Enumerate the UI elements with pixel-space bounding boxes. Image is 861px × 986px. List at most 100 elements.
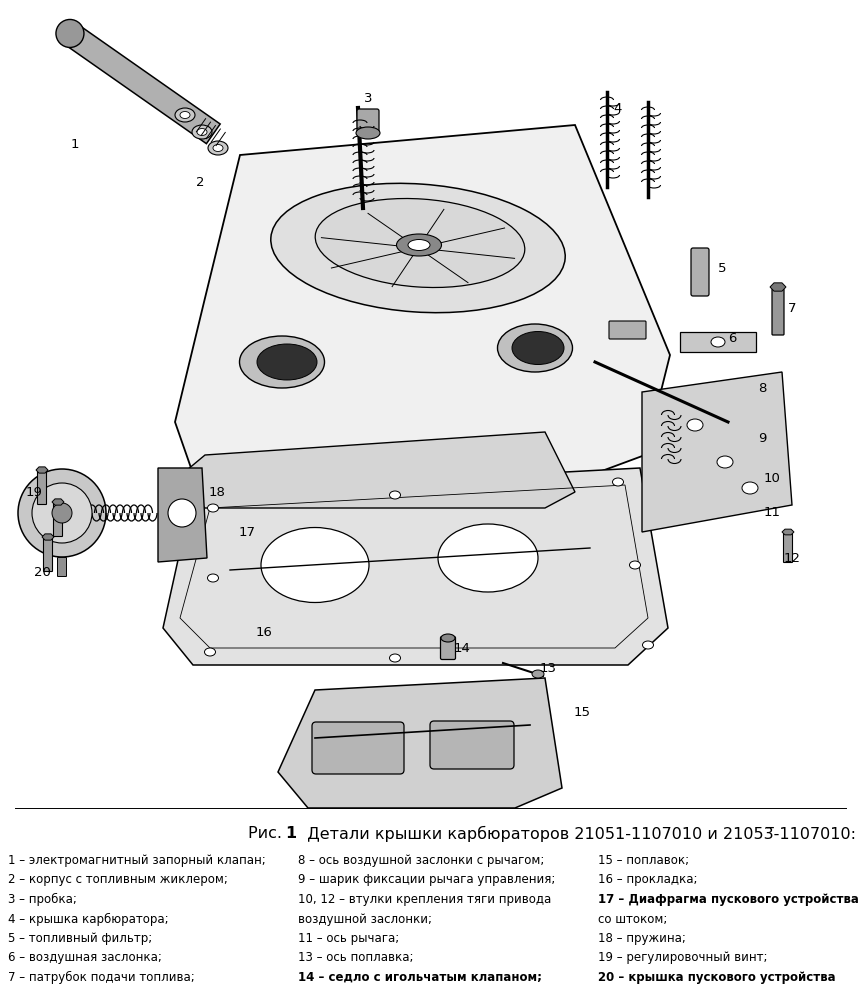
Ellipse shape bbox=[389, 654, 400, 662]
Text: Детали крышки карбюраторов 21051-1107010 и 21053̅-1107010:: Детали крышки карбюраторов 21051-1107010… bbox=[297, 826, 856, 842]
Text: воздушной заслонки;: воздушной заслонки; bbox=[298, 912, 432, 926]
Ellipse shape bbox=[208, 141, 228, 155]
Text: 4 – крышка карбюратора;: 4 – крышка карбюратора; bbox=[8, 912, 169, 926]
Text: 6 – воздушная заслонка;: 6 – воздушная заслонка; bbox=[8, 951, 162, 964]
Text: 7 – патрубок подачи топлива;: 7 – патрубок подачи топлива; bbox=[8, 971, 195, 984]
Text: 1: 1 bbox=[71, 138, 79, 152]
Ellipse shape bbox=[687, 419, 703, 431]
Text: 19 – регулировочный винт;: 19 – регулировочный винт; bbox=[598, 951, 767, 964]
Ellipse shape bbox=[239, 336, 325, 388]
Text: 5 – топливный фильтр;: 5 – топливный фильтр; bbox=[8, 932, 152, 945]
Text: 10, 12 – втулки крепления тяги привода: 10, 12 – втулки крепления тяги привода bbox=[298, 893, 551, 906]
Text: 18 – пружина;: 18 – пружина; bbox=[598, 932, 686, 945]
Polygon shape bbox=[52, 499, 64, 505]
Ellipse shape bbox=[532, 670, 544, 678]
Polygon shape bbox=[278, 678, 562, 808]
Ellipse shape bbox=[56, 20, 84, 47]
Text: 1 – электромагнитный запорный клапан;: 1 – электромагнитный запорный клапан; bbox=[8, 854, 266, 867]
Text: 16 – прокладка;: 16 – прокладка; bbox=[598, 874, 697, 886]
Ellipse shape bbox=[208, 504, 219, 512]
Text: Рис.: Рис. bbox=[248, 826, 287, 841]
Polygon shape bbox=[175, 432, 575, 508]
Ellipse shape bbox=[629, 561, 641, 569]
Text: 3 – пробка;: 3 – пробка; bbox=[8, 893, 77, 906]
Ellipse shape bbox=[18, 469, 106, 557]
Text: 17: 17 bbox=[238, 526, 256, 538]
Ellipse shape bbox=[356, 127, 380, 139]
Ellipse shape bbox=[175, 108, 195, 122]
Ellipse shape bbox=[208, 574, 219, 582]
FancyBboxPatch shape bbox=[784, 533, 792, 562]
Text: 15: 15 bbox=[573, 706, 591, 719]
Polygon shape bbox=[158, 468, 207, 562]
Text: 1: 1 bbox=[285, 826, 296, 841]
Text: 14: 14 bbox=[454, 642, 470, 655]
Text: 10: 10 bbox=[764, 471, 780, 484]
FancyBboxPatch shape bbox=[772, 289, 784, 335]
Ellipse shape bbox=[52, 503, 72, 523]
Text: 14 – седло с игольчатым клапаном;: 14 – седло с игольчатым клапаном; bbox=[298, 971, 542, 984]
Polygon shape bbox=[36, 467, 48, 473]
Polygon shape bbox=[59, 21, 220, 144]
Text: 16: 16 bbox=[256, 625, 272, 639]
Text: 13 – ось поплавка;: 13 – ось поплавка; bbox=[298, 951, 413, 964]
FancyBboxPatch shape bbox=[357, 109, 379, 135]
FancyBboxPatch shape bbox=[38, 471, 46, 505]
Text: 13: 13 bbox=[540, 662, 556, 674]
Ellipse shape bbox=[498, 324, 573, 372]
Ellipse shape bbox=[271, 183, 565, 313]
Text: 20: 20 bbox=[34, 566, 51, 579]
Text: 19: 19 bbox=[26, 485, 42, 499]
FancyBboxPatch shape bbox=[53, 504, 63, 536]
Ellipse shape bbox=[261, 528, 369, 602]
FancyBboxPatch shape bbox=[430, 721, 514, 769]
Text: 3: 3 bbox=[363, 92, 372, 105]
Text: 6: 6 bbox=[728, 331, 736, 344]
Polygon shape bbox=[770, 283, 786, 291]
Bar bbox=[680, 332, 756, 352]
FancyBboxPatch shape bbox=[44, 538, 53, 572]
Ellipse shape bbox=[315, 198, 525, 288]
Ellipse shape bbox=[717, 456, 733, 468]
Text: 11: 11 bbox=[764, 506, 781, 519]
Text: 15 – поплавок;: 15 – поплавок; bbox=[598, 854, 689, 867]
Ellipse shape bbox=[205, 648, 215, 656]
Text: 5: 5 bbox=[718, 261, 726, 274]
Text: 2: 2 bbox=[195, 176, 204, 188]
Ellipse shape bbox=[408, 240, 430, 250]
Text: 9: 9 bbox=[758, 432, 766, 445]
Ellipse shape bbox=[168, 499, 196, 527]
Text: 18: 18 bbox=[208, 485, 226, 499]
Text: 4: 4 bbox=[614, 102, 623, 114]
FancyBboxPatch shape bbox=[609, 321, 646, 339]
Ellipse shape bbox=[711, 337, 725, 347]
Text: 17 – Диафрагма пускового устройства: 17 – Диафрагма пускового устройства bbox=[598, 893, 859, 906]
FancyBboxPatch shape bbox=[441, 637, 455, 660]
Text: 12: 12 bbox=[784, 551, 801, 565]
Polygon shape bbox=[42, 533, 54, 540]
Polygon shape bbox=[642, 372, 792, 532]
Text: 20 – крышка пускового устройства: 20 – крышка пускового устройства bbox=[598, 971, 836, 984]
Text: 7: 7 bbox=[788, 302, 796, 315]
FancyBboxPatch shape bbox=[312, 722, 404, 774]
Ellipse shape bbox=[612, 478, 623, 486]
Text: 11 – ось рычага;: 11 – ось рычага; bbox=[298, 932, 400, 945]
Polygon shape bbox=[782, 529, 794, 534]
Text: со штоком;: со штоком; bbox=[598, 912, 667, 926]
Ellipse shape bbox=[257, 344, 317, 380]
Ellipse shape bbox=[438, 524, 538, 592]
Polygon shape bbox=[163, 468, 668, 665]
Ellipse shape bbox=[441, 634, 455, 642]
Text: 8: 8 bbox=[758, 382, 766, 394]
Ellipse shape bbox=[197, 128, 207, 135]
Ellipse shape bbox=[213, 145, 223, 152]
Ellipse shape bbox=[512, 331, 564, 365]
FancyBboxPatch shape bbox=[58, 557, 66, 577]
Ellipse shape bbox=[180, 111, 190, 118]
Ellipse shape bbox=[642, 641, 653, 649]
Text: 2 – корпус с топливным жиклером;: 2 – корпус с топливным жиклером; bbox=[8, 874, 228, 886]
Ellipse shape bbox=[32, 483, 92, 543]
Ellipse shape bbox=[389, 491, 400, 499]
FancyBboxPatch shape bbox=[691, 248, 709, 296]
Ellipse shape bbox=[397, 234, 442, 256]
